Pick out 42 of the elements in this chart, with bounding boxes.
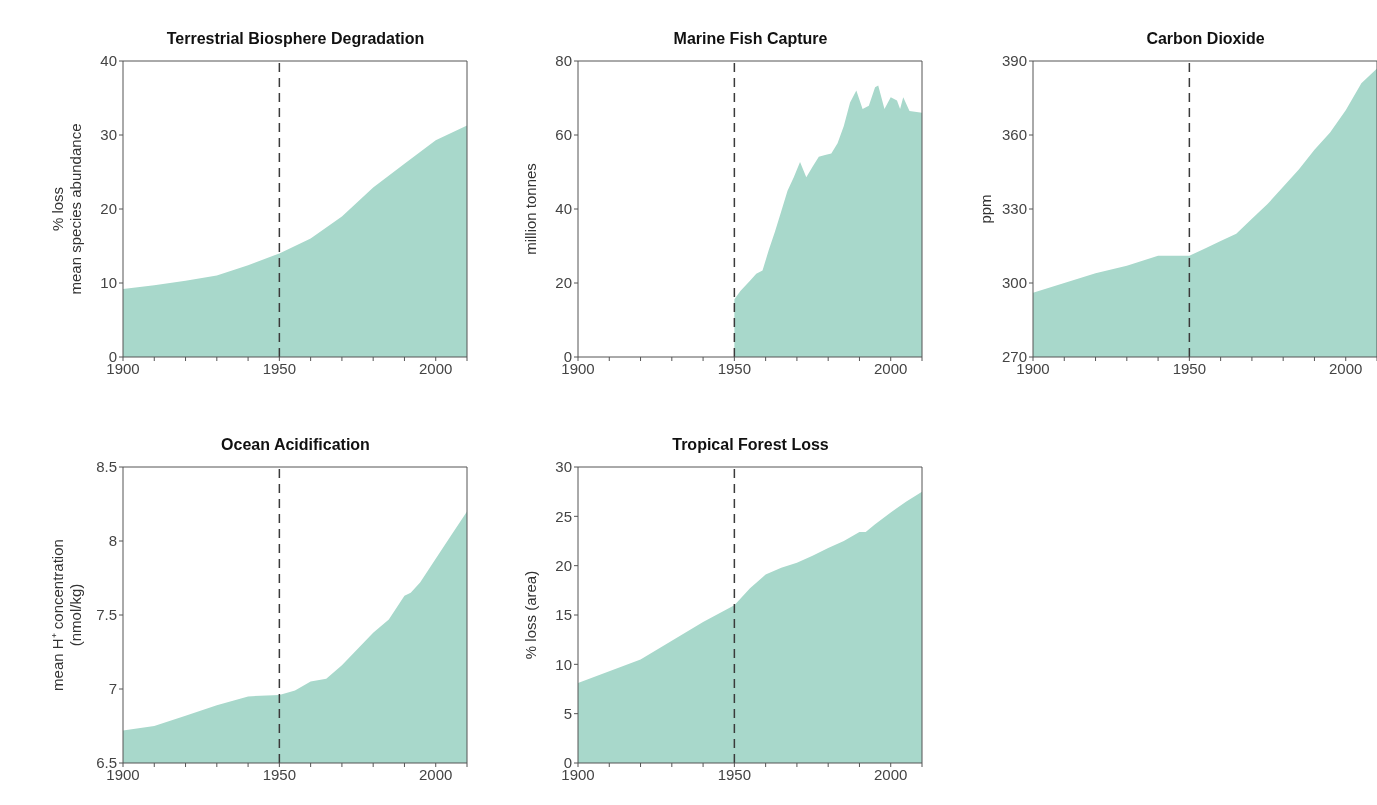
y-tick-label: 7 — [108, 680, 117, 698]
y-axis-title: % loss (area) — [522, 570, 539, 660]
y-tick-label: 40 — [100, 52, 117, 70]
chart-title: Marine Fish Capture — [672, 30, 829, 48]
y-tick-label: 30 — [555, 458, 572, 476]
x-tick-label: 2000 — [419, 359, 453, 377]
chart-title: Ocean Acidification — [220, 436, 371, 454]
y-tick-label: 360 — [1001, 126, 1027, 144]
x-tick-label: 2000 — [419, 765, 453, 783]
y-tick-label: 8 — [108, 532, 117, 550]
chart-title: Terrestrial Biosphere Degradation — [165, 30, 426, 48]
x-tick-label: 2000 — [874, 765, 908, 783]
y-tick-label: 30 — [100, 126, 117, 144]
y-tick-label: 7.5 — [96, 606, 117, 624]
x-tick-label: 1950 — [717, 359, 752, 377]
y-tick-label: 20 — [555, 556, 572, 574]
y-tick-label: 60 — [555, 126, 572, 144]
y-axis-title: % loss mean species abundance — [49, 123, 84, 295]
x-tick-label: 2000 — [874, 359, 908, 377]
chart-title: Tropical Forest Loss — [671, 436, 830, 454]
x-tick-label: 1950 — [717, 765, 752, 783]
x-tick-label: 1950 — [1172, 359, 1207, 377]
y-tick-label: 390 — [1001, 52, 1027, 70]
chart-title: Carbon Dioxide — [1145, 30, 1266, 48]
x-tick-label: 1950 — [262, 359, 297, 377]
y-tick-label: 20 — [100, 200, 117, 218]
y-tick-label: 300 — [1001, 274, 1027, 292]
y-tick-label: 20 — [555, 274, 572, 292]
x-tick-label: 1950 — [262, 765, 297, 783]
y-tick-label: 15 — [555, 606, 572, 624]
y-tick-label: 5 — [563, 704, 572, 722]
y-tick-label: 10 — [555, 655, 572, 673]
y-axis-title: mean H⁺ concentration (nmol/kg) — [49, 539, 84, 691]
y-tick-label: 330 — [1001, 200, 1027, 218]
y-tick-label: 80 — [555, 52, 572, 70]
y-tick-label: 40 — [555, 200, 572, 218]
x-tick-label: 2000 — [1329, 359, 1363, 377]
y-axis-title: million tonnes — [522, 163, 539, 255]
y-tick-label: 25 — [555, 507, 572, 525]
y-tick-label: 8.5 — [96, 458, 117, 476]
y-axis-title: ppm — [977, 194, 994, 224]
y-tick-label: 10 — [100, 274, 117, 292]
